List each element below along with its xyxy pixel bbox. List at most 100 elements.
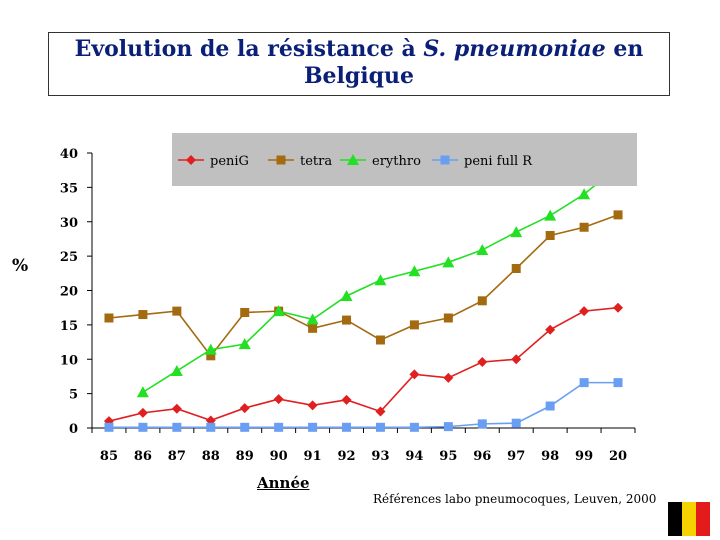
data-point-tetra [138,310,148,320]
title-suffix: en [605,36,644,62]
x-axis-label: Année [257,474,310,492]
data-point-peni-full-r [545,401,555,411]
data-point-penig [375,406,386,417]
data-point-erythro [510,226,523,238]
data-point-erythro [442,256,455,268]
data-point-penig [443,372,454,383]
data-point-penig [511,354,522,365]
data-point-tetra [477,296,487,306]
y-tick-label: 35 [60,181,78,196]
x-tick-label: 95 [439,449,457,464]
data-point-tetra [613,210,623,220]
legend-label-tetra: tetra [300,154,332,169]
data-point-tetra [545,231,555,240]
legend-label-penig: peniG [210,154,249,169]
flag-stripe-red [696,502,710,536]
series-line-penig [108,306,619,422]
x-tick-label: 99 [575,449,593,464]
data-point-peni-full-r [511,418,521,428]
x-tick-label: 90 [270,449,288,464]
y-tick-label: 30 [60,216,78,231]
data-point-tetra [104,313,114,323]
data-point-erythro [578,188,591,200]
data-point-tetra [443,313,453,323]
data-point-peni-full-r [308,422,318,432]
data-point-tetra [375,335,385,345]
chart-title-line2: Belgique [303,63,415,89]
x-tick-label: 91 [304,449,322,464]
x-tick-label: 89 [236,449,254,464]
data-point-tetra [240,308,250,317]
y-tick-label: 5 [69,388,78,403]
x-tick-label: 96 [473,449,491,464]
flag-stripe-black [668,502,682,536]
data-point-penig [307,400,318,411]
data-point-peni-full-r [240,422,250,432]
data-point-peni-full-r [274,422,284,432]
x-tick-label: 94 [405,449,423,464]
x-tick-label: 92 [337,449,355,464]
data-point-tetra [172,306,182,316]
data-point-erythro [136,386,149,398]
data-point-peni-full-r [579,378,589,388]
x-tick-label: 85 [100,449,118,464]
y-tick-label: 0 [69,422,78,437]
data-point-tetra [579,222,589,232]
data-point-peni-full-r [138,422,148,432]
x-tick-label: 20 [609,449,627,464]
data-point-peni-full-r [477,419,487,429]
title-italic: S. pneumoniae [423,36,606,62]
data-point-penig [341,394,352,405]
chart-title-line1: Evolution de la résistance à S. pneumoni… [49,36,669,63]
y-tick-label: 20 [60,285,78,300]
data-point-peni-full-r [104,422,114,432]
data-point-penig [409,369,420,380]
series-line-peni-full-r [108,381,619,429]
chart-title-box: Evolution de la résistance à S. pneumoni… [48,32,670,96]
data-point-peni-full-r [342,422,352,432]
series-line-tetra [108,214,619,358]
x-tick-label: 98 [541,449,559,464]
data-point-erythro [476,243,489,255]
x-tick-label: 97 [507,449,525,464]
y-tick-label: 25 [60,250,78,265]
data-point-erythro [204,343,217,355]
data-point-peni-full-r [613,378,623,388]
y-tick-label: 40 [60,147,78,162]
data-point-penig [137,407,148,418]
y-tick-label: 15 [60,319,78,334]
data-point-peni-full-r [172,422,182,432]
belgian-flag [668,502,710,536]
data-point-penig [171,403,182,414]
data-point-erythro [272,305,285,317]
data-point-peni-full-r [443,422,453,432]
legend-marker-penig [186,155,196,165]
title-prefix: Evolution de la résistance à [74,36,424,62]
data-point-erythro [340,290,353,301]
flag-stripe-yellow [682,502,696,536]
data-point-penig [239,403,250,414]
legend-marker-peni-full-r [440,155,450,165]
x-tick-label: 88 [202,449,220,464]
data-point-tetra [206,351,216,361]
data-point-peni-full-r [375,422,385,432]
y-axis-label: % [12,256,29,276]
data-point-erythro [170,364,183,376]
data-point-peni-full-r [206,422,216,432]
legend-box [172,133,637,186]
legend-label-erythro: erythro [372,154,421,169]
x-tick-label: 93 [371,449,389,464]
x-tick-label: 87 [168,449,186,464]
data-point-erythro [238,338,251,350]
data-point-erythro [374,274,387,286]
data-point-peni-full-r [409,422,419,432]
data-point-penig [579,306,590,317]
data-point-tetra [342,315,352,325]
x-tick-label: 86 [134,449,152,464]
data-point-penig [613,302,624,313]
data-point-erythro [306,313,319,325]
data-point-penig [545,324,556,335]
data-point-penig [273,394,284,405]
reference-note: Références labo pneumocoques, Leuven, 20… [373,492,657,506]
